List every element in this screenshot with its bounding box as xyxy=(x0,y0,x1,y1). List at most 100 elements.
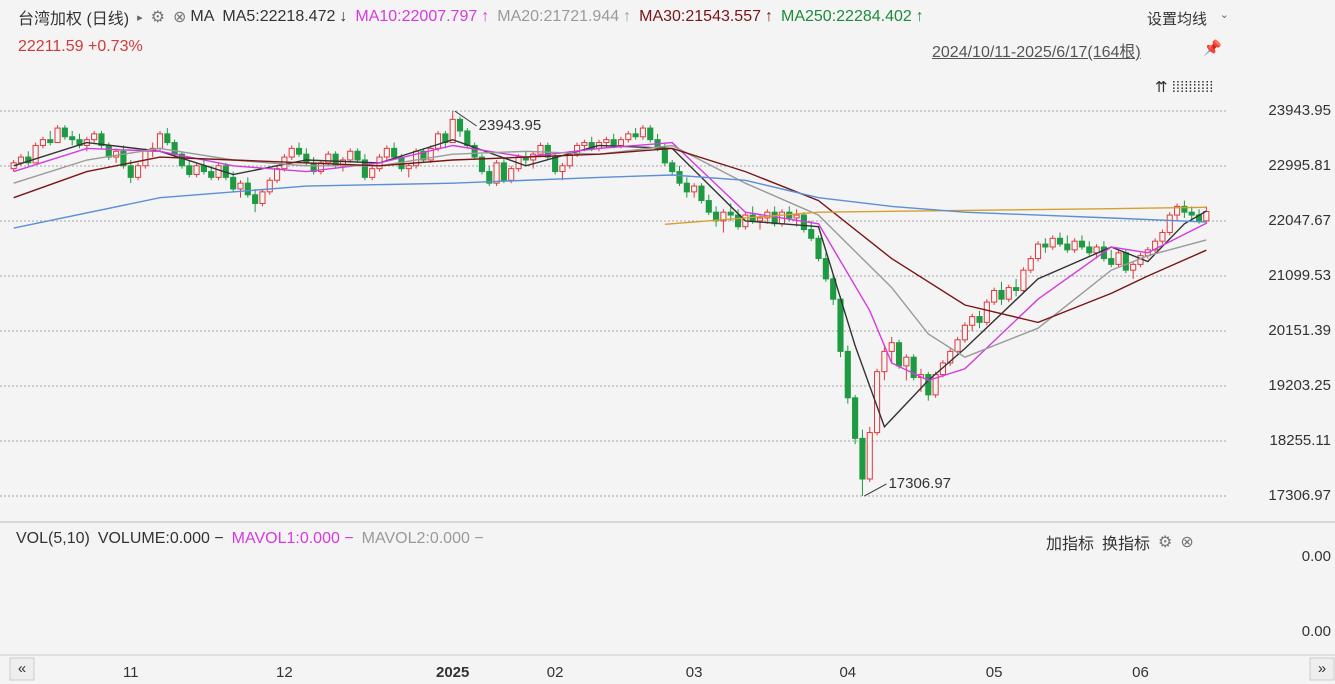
candle-body xyxy=(756,217,764,222)
candle-body xyxy=(866,432,873,480)
scroll-right-icon[interactable]: » xyxy=(1318,660,1326,677)
candle-body xyxy=(969,316,976,326)
volume-legend: VOLUME:0.000 − MAVOL1:0.000 − MAVOL2:0.000… xyxy=(98,530,492,548)
volume-settings-icon[interactable]: ⚙ xyxy=(1158,534,1173,551)
candle-body xyxy=(244,182,251,196)
candle-body xyxy=(983,301,990,323)
candle-body xyxy=(661,147,668,164)
candle-body xyxy=(859,437,866,480)
candle-body xyxy=(288,147,295,158)
legend-trend: ↓ xyxy=(339,8,348,25)
candle-body xyxy=(544,144,551,158)
range-row[interactable]: 2024/10/11-2025/6/17(164根) xyxy=(932,38,1149,62)
candle-body xyxy=(427,147,434,161)
candle-body xyxy=(361,159,368,178)
indicator-name: MA xyxy=(190,8,215,25)
close-icon[interactable]: ⊗ xyxy=(172,9,187,26)
candle-body xyxy=(32,144,39,164)
candle-body xyxy=(1181,205,1188,213)
candle-body xyxy=(1130,263,1137,271)
volume-axis-label: 0.00 xyxy=(1302,623,1331,640)
scroll-left-icon[interactable]: « xyxy=(18,660,26,677)
candle-body xyxy=(500,162,507,181)
candle-body xyxy=(208,171,215,178)
x-tick-label: 02 xyxy=(547,664,564,681)
candle-body xyxy=(449,118,456,144)
candle-body xyxy=(295,147,303,155)
candle-body xyxy=(471,144,478,158)
settings-button[interactable]: 设置均线 xyxy=(1147,8,1215,29)
candle-body xyxy=(683,182,690,193)
candle-body xyxy=(215,165,222,178)
candle-body xyxy=(639,127,646,138)
expand-icon[interactable]: ▸ xyxy=(137,11,143,24)
candle-body xyxy=(325,153,332,164)
annotation-label: 17306.97 xyxy=(888,475,951,492)
volume-buttons: 加指标 换指标 ⚙ ⊗ xyxy=(1046,530,1202,554)
candle-body xyxy=(559,165,566,173)
date-range[interactable]: 2024/10/11-2025/6/17(164根) xyxy=(932,44,1141,61)
switch-indicator[interactable]: 换指标 xyxy=(1102,536,1151,553)
candle-body xyxy=(552,156,559,173)
candle-body xyxy=(142,150,149,167)
candle-body xyxy=(1108,258,1115,265)
legend-entry: MA20:21721.944 xyxy=(497,8,620,25)
candle-body xyxy=(171,142,178,155)
candle-body xyxy=(47,139,54,144)
x-tick-label: 03 xyxy=(686,664,703,681)
candle-body xyxy=(252,194,259,204)
candle-body xyxy=(186,165,193,175)
candle-body xyxy=(1042,243,1049,248)
legend-trend: ↑ xyxy=(765,8,773,25)
add-indicator[interactable]: 加指标 xyxy=(1046,536,1095,553)
candle-body xyxy=(954,339,961,352)
price: 22211.59 +0.73% xyxy=(18,38,143,55)
candle-body xyxy=(669,162,676,173)
legend-trend: ↑ xyxy=(915,8,924,25)
candle-body xyxy=(1056,237,1064,245)
legend-trend: ↑ xyxy=(623,8,632,25)
candle-body xyxy=(910,356,917,378)
volume-close-icon[interactable]: ⊗ xyxy=(1180,534,1194,551)
y-tick-label: 17306.97 xyxy=(1268,487,1331,504)
candle-body xyxy=(281,156,288,170)
volume-header: VOL(5,10) VOLUME:0.000 − MAVOL1:0.000 − MA… xyxy=(16,530,492,548)
settings-icon[interactable]: ⚙ xyxy=(150,9,165,26)
candle-body xyxy=(588,142,595,149)
x-tick-label: 06 xyxy=(1132,664,1149,681)
legend-entry: MA5:22218.472 xyxy=(222,8,336,25)
scroll-right[interactable] xyxy=(1309,657,1335,681)
candle-body xyxy=(266,179,273,193)
candle-body xyxy=(456,118,464,132)
candle-body xyxy=(486,171,493,184)
volume-title: VOL(5,10) xyxy=(16,530,90,547)
candle-body xyxy=(369,168,376,178)
candle-body xyxy=(852,397,859,439)
legend: MA5:22218.472 ↓ MA10:22007.797 ↑ MA20:21721.… xyxy=(222,8,931,26)
scroll-left[interactable] xyxy=(9,657,35,681)
candle-body xyxy=(493,162,500,184)
candle-body xyxy=(610,139,617,146)
candle-body xyxy=(574,144,581,155)
candle-body xyxy=(1078,240,1086,248)
candle-body xyxy=(815,237,822,260)
ma-line xyxy=(664,206,1207,225)
candle-body xyxy=(625,133,632,141)
candle-body xyxy=(237,182,244,190)
candle-body xyxy=(39,139,46,146)
candle-body xyxy=(156,133,164,149)
candle-body xyxy=(1027,258,1034,271)
annotation-arrow xyxy=(454,110,477,127)
annotation-label: 23943.95 xyxy=(479,117,542,134)
pin-icon[interactable]: 📌 xyxy=(1203,38,1222,57)
toolbar-icons[interactable]: ⇈ ⁞⁞⁞⁞⁞⁞⁞⁞⁞⁞ xyxy=(1155,79,1213,96)
settings-chevron[interactable]: ⌄ xyxy=(1219,9,1229,21)
settings-label[interactable]: 设置均线 xyxy=(1146,11,1207,28)
candle-body xyxy=(939,362,946,376)
y-tick-label: 19203.25 xyxy=(1268,377,1331,394)
candle-body xyxy=(98,133,105,146)
candle-body xyxy=(120,150,127,167)
candle-body xyxy=(54,127,61,144)
